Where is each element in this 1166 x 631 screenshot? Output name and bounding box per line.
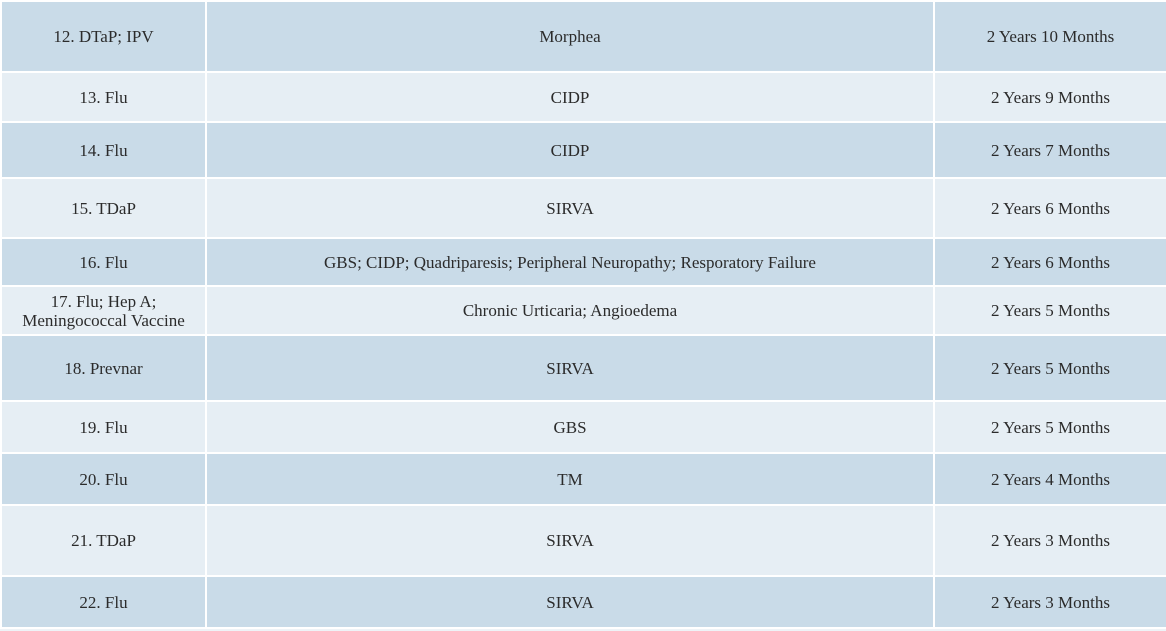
injury-cell: SIRVA: [205, 177, 935, 239]
injury-cell: GBS; CIDP; Quadriparesis; Peripheral Neu…: [205, 237, 935, 287]
vaccine-cell: 18. Prevnar: [0, 334, 207, 402]
duration-cell: 2 Years 5 Months: [933, 285, 1166, 336]
table-row: 20. Flu TM 2 Years 4 Months: [0, 452, 1166, 506]
table-row: 19. Flu GBS 2 Years 5 Months: [0, 400, 1166, 454]
duration-cell: 2 Years 9 Months: [933, 71, 1166, 123]
vaccine-cell: 21. TDaP: [0, 504, 207, 577]
table-row: 14. Flu CIDP 2 Years 7 Months: [0, 121, 1166, 179]
injury-cell: Morphea: [205, 0, 935, 73]
duration-cell: 2 Years 3 Months: [933, 575, 1166, 629]
injury-cell: TM: [205, 452, 935, 506]
duration-cell: 2 Years 10 Months: [933, 0, 1166, 73]
injury-cell: GBS: [205, 400, 935, 454]
duration-cell: 2 Years 6 Months: [933, 177, 1166, 239]
table-row: 22. Flu SIRVA 2 Years 3 Months: [0, 575, 1166, 629]
table-row: 15. TDaP SIRVA 2 Years 6 Months: [0, 177, 1166, 239]
injury-cell: SIRVA: [205, 504, 935, 577]
vaccine-cell: 16. Flu: [0, 237, 207, 287]
table-row: 13. Flu CIDP 2 Years 9 Months: [0, 71, 1166, 123]
duration-cell: 2 Years 3 Months: [933, 504, 1166, 577]
vaccine-cell: 19. Flu: [0, 400, 207, 454]
injury-cell: SIRVA: [205, 334, 935, 402]
injury-cell: CIDP: [205, 71, 935, 123]
table-row: 18. Prevnar SIRVA 2 Years 5 Months: [0, 334, 1166, 402]
vaccine-cell: 22. Flu: [0, 575, 207, 629]
table-row: 17. Flu; Hep A; Meningococcal Vaccine Ch…: [0, 285, 1166, 336]
duration-cell: 2 Years 7 Months: [933, 121, 1166, 179]
vaccine-cell: 20. Flu: [0, 452, 207, 506]
vaccine-cell: 14. Flu: [0, 121, 207, 179]
vaccine-cell: 13. Flu: [0, 71, 207, 123]
injury-cell: Chronic Urticaria; Angioedema: [205, 285, 935, 336]
duration-cell: 2 Years 5 Months: [933, 400, 1166, 454]
duration-cell: 2 Years 5 Months: [933, 334, 1166, 402]
injury-cell: CIDP: [205, 121, 935, 179]
table-row: 21. TDaP SIRVA 2 Years 3 Months: [0, 504, 1166, 577]
injury-cell: SIRVA: [205, 575, 935, 629]
vaccine-cell: 12. DTaP; IPV: [0, 0, 207, 73]
duration-cell: 2 Years 6 Months: [933, 237, 1166, 287]
vaccine-cell: 17. Flu; Hep A; Meningococcal Vaccine: [0, 285, 207, 336]
vaccine-cell: 15. TDaP: [0, 177, 207, 239]
duration-cell: 2 Years 4 Months: [933, 452, 1166, 506]
table-row: 12. DTaP; IPV Morphea 2 Years 10 Months: [0, 0, 1166, 73]
table-row: 16. Flu GBS; CIDP; Quadriparesis; Periph…: [0, 237, 1166, 287]
